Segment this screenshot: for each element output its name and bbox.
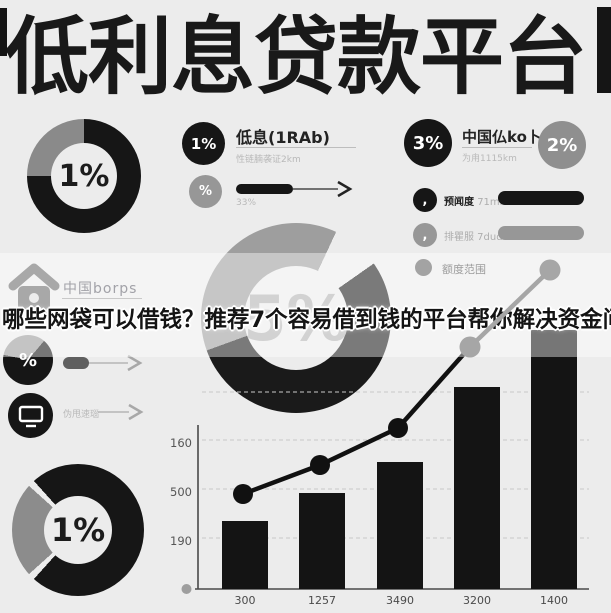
infographic-page: 低利息贷款平台 1% 1% 低息(1RAb) 性链腩袭证2km % 33% 3%… bbox=[0, 0, 611, 613]
chart-line-gray-segment bbox=[0, 0, 611, 613]
